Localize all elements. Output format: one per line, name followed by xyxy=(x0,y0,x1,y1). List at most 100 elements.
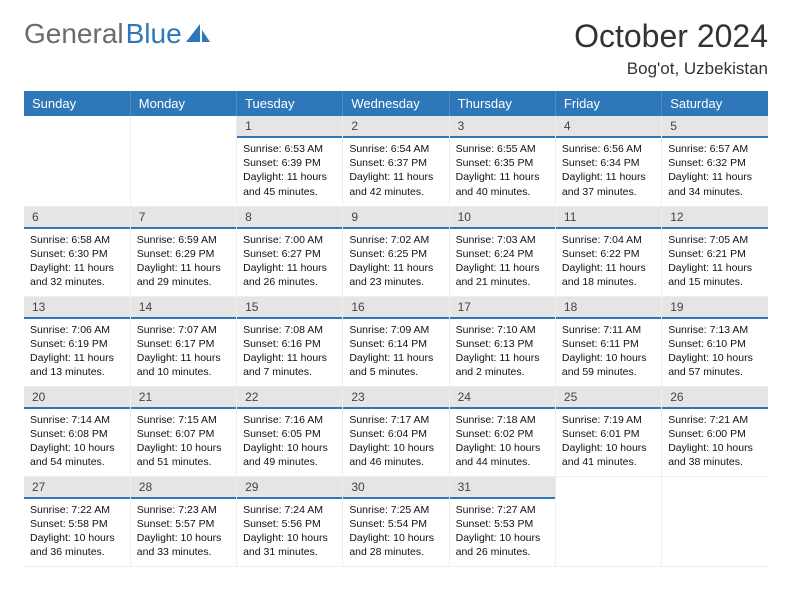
calendar-cell: 4Sunrise: 6:56 AMSunset: 6:34 PMDaylight… xyxy=(555,116,661,206)
calendar-cell: 17Sunrise: 7:10 AMSunset: 6:13 PMDayligh… xyxy=(449,296,555,386)
day-number: 28 xyxy=(131,477,236,499)
calendar-week: 20Sunrise: 7:14 AMSunset: 6:08 PMDayligh… xyxy=(24,386,768,476)
calendar-cell xyxy=(555,476,661,566)
day-header: Saturday xyxy=(662,91,768,116)
day-body: Sunrise: 7:08 AMSunset: 6:16 PMDaylight:… xyxy=(237,319,342,382)
day-number: 29 xyxy=(237,477,342,499)
calendar-table: SundayMondayTuesdayWednesdayThursdayFrid… xyxy=(24,91,768,567)
day-number: 21 xyxy=(131,387,236,409)
day-number: 14 xyxy=(131,297,236,319)
day-body: Sunrise: 7:23 AMSunset: 5:57 PMDaylight:… xyxy=(131,499,236,562)
day-body: Sunrise: 7:25 AMSunset: 5:54 PMDaylight:… xyxy=(343,499,448,562)
day-body: Sunrise: 7:27 AMSunset: 5:53 PMDaylight:… xyxy=(450,499,555,562)
calendar-cell: 25Sunrise: 7:19 AMSunset: 6:01 PMDayligh… xyxy=(555,386,661,476)
day-number: 16 xyxy=(343,297,448,319)
calendar-cell: 3Sunrise: 6:55 AMSunset: 6:35 PMDaylight… xyxy=(449,116,555,206)
day-body: Sunrise: 7:13 AMSunset: 6:10 PMDaylight:… xyxy=(662,319,768,382)
calendar-week: 27Sunrise: 7:22 AMSunset: 5:58 PMDayligh… xyxy=(24,476,768,566)
logo-text-blue: Blue xyxy=(126,18,182,50)
calendar-cell: 30Sunrise: 7:25 AMSunset: 5:54 PMDayligh… xyxy=(343,476,449,566)
day-number: 1 xyxy=(237,116,342,138)
day-number: 11 xyxy=(556,207,661,229)
day-header: Friday xyxy=(555,91,661,116)
day-body: Sunrise: 7:15 AMSunset: 6:07 PMDaylight:… xyxy=(131,409,236,472)
calendar-cell: 13Sunrise: 7:06 AMSunset: 6:19 PMDayligh… xyxy=(24,296,130,386)
day-number: 23 xyxy=(343,387,448,409)
calendar-cell: 23Sunrise: 7:17 AMSunset: 6:04 PMDayligh… xyxy=(343,386,449,476)
calendar-week: 6Sunrise: 6:58 AMSunset: 6:30 PMDaylight… xyxy=(24,206,768,296)
day-number: 22 xyxy=(237,387,342,409)
month-title: October 2024 xyxy=(574,18,768,55)
calendar-cell: 26Sunrise: 7:21 AMSunset: 6:00 PMDayligh… xyxy=(662,386,768,476)
logo: GeneralBlue xyxy=(24,18,212,50)
day-body: Sunrise: 7:11 AMSunset: 6:11 PMDaylight:… xyxy=(556,319,661,382)
calendar-cell: 11Sunrise: 7:04 AMSunset: 6:22 PMDayligh… xyxy=(555,206,661,296)
day-number: 17 xyxy=(450,297,555,319)
day-body: Sunrise: 6:56 AMSunset: 6:34 PMDaylight:… xyxy=(556,138,661,201)
logo-text-general: General xyxy=(24,18,124,50)
day-header: Tuesday xyxy=(237,91,343,116)
calendar-cell xyxy=(662,476,768,566)
day-body: Sunrise: 7:00 AMSunset: 6:27 PMDaylight:… xyxy=(237,229,342,292)
day-number: 4 xyxy=(556,116,661,138)
day-body: Sunrise: 7:22 AMSunset: 5:58 PMDaylight:… xyxy=(24,499,130,562)
calendar-week: 13Sunrise: 7:06 AMSunset: 6:19 PMDayligh… xyxy=(24,296,768,386)
calendar-cell: 28Sunrise: 7:23 AMSunset: 5:57 PMDayligh… xyxy=(130,476,236,566)
day-number: 8 xyxy=(237,207,342,229)
day-number: 31 xyxy=(450,477,555,499)
calendar-cell: 22Sunrise: 7:16 AMSunset: 6:05 PMDayligh… xyxy=(237,386,343,476)
day-number: 26 xyxy=(662,387,768,409)
day-number: 10 xyxy=(450,207,555,229)
day-body: Sunrise: 7:16 AMSunset: 6:05 PMDaylight:… xyxy=(237,409,342,472)
calendar-cell: 21Sunrise: 7:15 AMSunset: 6:07 PMDayligh… xyxy=(130,386,236,476)
day-number: 9 xyxy=(343,207,448,229)
calendar-cell: 15Sunrise: 7:08 AMSunset: 6:16 PMDayligh… xyxy=(237,296,343,386)
calendar-cell: 10Sunrise: 7:03 AMSunset: 6:24 PMDayligh… xyxy=(449,206,555,296)
calendar-cell: 9Sunrise: 7:02 AMSunset: 6:25 PMDaylight… xyxy=(343,206,449,296)
day-body: Sunrise: 6:54 AMSunset: 6:37 PMDaylight:… xyxy=(343,138,448,201)
calendar-cell: 1Sunrise: 6:53 AMSunset: 6:39 PMDaylight… xyxy=(237,116,343,206)
day-body: Sunrise: 7:04 AMSunset: 6:22 PMDaylight:… xyxy=(556,229,661,292)
day-header: Sunday xyxy=(24,91,130,116)
day-number: 27 xyxy=(24,477,130,499)
day-body: Sunrise: 7:06 AMSunset: 6:19 PMDaylight:… xyxy=(24,319,130,382)
day-body: Sunrise: 7:10 AMSunset: 6:13 PMDaylight:… xyxy=(450,319,555,382)
calendar-cell: 31Sunrise: 7:27 AMSunset: 5:53 PMDayligh… xyxy=(449,476,555,566)
day-body: Sunrise: 7:24 AMSunset: 5:56 PMDaylight:… xyxy=(237,499,342,562)
calendar-body: 1Sunrise: 6:53 AMSunset: 6:39 PMDaylight… xyxy=(24,116,768,566)
calendar-cell: 20Sunrise: 7:14 AMSunset: 6:08 PMDayligh… xyxy=(24,386,130,476)
day-number: 7 xyxy=(131,207,236,229)
calendar-cell: 19Sunrise: 7:13 AMSunset: 6:10 PMDayligh… xyxy=(662,296,768,386)
day-body: Sunrise: 7:19 AMSunset: 6:01 PMDaylight:… xyxy=(556,409,661,472)
day-body: Sunrise: 7:05 AMSunset: 6:21 PMDaylight:… xyxy=(662,229,768,292)
day-number: 20 xyxy=(24,387,130,409)
day-number: 2 xyxy=(343,116,448,138)
calendar-cell: 18Sunrise: 7:11 AMSunset: 6:11 PMDayligh… xyxy=(555,296,661,386)
day-header: Wednesday xyxy=(343,91,449,116)
day-number: 25 xyxy=(556,387,661,409)
day-header: Monday xyxy=(130,91,236,116)
sail-icon xyxy=(186,24,212,44)
location-text: Bog'ot, Uzbekistan xyxy=(574,59,768,79)
day-body: Sunrise: 7:18 AMSunset: 6:02 PMDaylight:… xyxy=(450,409,555,472)
title-block: October 2024 Bog'ot, Uzbekistan xyxy=(574,18,768,79)
calendar-cell xyxy=(130,116,236,206)
day-body: Sunrise: 7:14 AMSunset: 6:08 PMDaylight:… xyxy=(24,409,130,472)
day-body: Sunrise: 7:09 AMSunset: 6:14 PMDaylight:… xyxy=(343,319,448,382)
day-header: Thursday xyxy=(449,91,555,116)
calendar-cell: 24Sunrise: 7:18 AMSunset: 6:02 PMDayligh… xyxy=(449,386,555,476)
day-body: Sunrise: 6:59 AMSunset: 6:29 PMDaylight:… xyxy=(131,229,236,292)
calendar-week: 1Sunrise: 6:53 AMSunset: 6:39 PMDaylight… xyxy=(24,116,768,206)
calendar-cell: 12Sunrise: 7:05 AMSunset: 6:21 PMDayligh… xyxy=(662,206,768,296)
day-body: Sunrise: 6:58 AMSunset: 6:30 PMDaylight:… xyxy=(24,229,130,292)
calendar-cell: 6Sunrise: 6:58 AMSunset: 6:30 PMDaylight… xyxy=(24,206,130,296)
calendar-cell: 7Sunrise: 6:59 AMSunset: 6:29 PMDaylight… xyxy=(130,206,236,296)
calendar-cell: 5Sunrise: 6:57 AMSunset: 6:32 PMDaylight… xyxy=(662,116,768,206)
day-number: 19 xyxy=(662,297,768,319)
day-number: 3 xyxy=(450,116,555,138)
day-number: 6 xyxy=(24,207,130,229)
calendar-cell: 8Sunrise: 7:00 AMSunset: 6:27 PMDaylight… xyxy=(237,206,343,296)
day-number: 18 xyxy=(556,297,661,319)
day-body: Sunrise: 6:55 AMSunset: 6:35 PMDaylight:… xyxy=(450,138,555,201)
day-body: Sunrise: 6:57 AMSunset: 6:32 PMDaylight:… xyxy=(662,138,768,201)
